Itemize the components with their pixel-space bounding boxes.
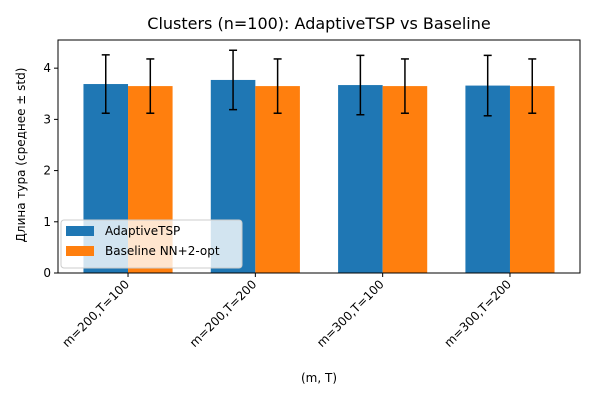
- legend-swatch: [66, 226, 94, 236]
- x-tick-label: m=200,T=200: [187, 277, 260, 350]
- legend: AdaptiveTSP Baseline NN+2-opt: [60, 219, 243, 269]
- plot-frame: [57, 39, 581, 274]
- bar: [382, 86, 428, 273]
- y-tick-label: 3: [43, 112, 51, 126]
- y-axis-label: Длина тура (среднее ± std): [14, 68, 28, 243]
- bar: [465, 85, 510, 273]
- legend-label: AdaptiveTSP: [105, 224, 180, 238]
- legend-box: [60, 219, 243, 269]
- legend-swatch: [66, 246, 94, 256]
- y-tick-label: 1: [43, 215, 51, 229]
- chart-title: Clusters (n=100): AdaptiveTSP vs Baselin…: [147, 14, 490, 33]
- x-tick-label: m=300,T=100: [314, 277, 387, 350]
- legend-label: Baseline NN+2-opt: [105, 244, 220, 258]
- x-axis-label: (m, T): [301, 371, 337, 385]
- errorbars-layer: [101, 49, 537, 117]
- y-tick-label: 2: [43, 164, 51, 178]
- y-tick-label: 0: [43, 266, 51, 280]
- x-tick-label: m=300,T=200: [441, 277, 514, 350]
- plot-area: [57, 39, 581, 274]
- bar: [338, 85, 383, 273]
- x-tick-label: m=200,T=100: [59, 277, 132, 350]
- x-axis: m=200,T=100 m=200,T=200 m=300,T=100 m=300,T…: [59, 273, 514, 350]
- bar: [255, 86, 300, 273]
- y-tick-label: 4: [43, 61, 51, 75]
- bars-layer: [83, 79, 555, 274]
- bar: [509, 86, 555, 273]
- y-axis: 0 1 2 3 4: [43, 61, 58, 280]
